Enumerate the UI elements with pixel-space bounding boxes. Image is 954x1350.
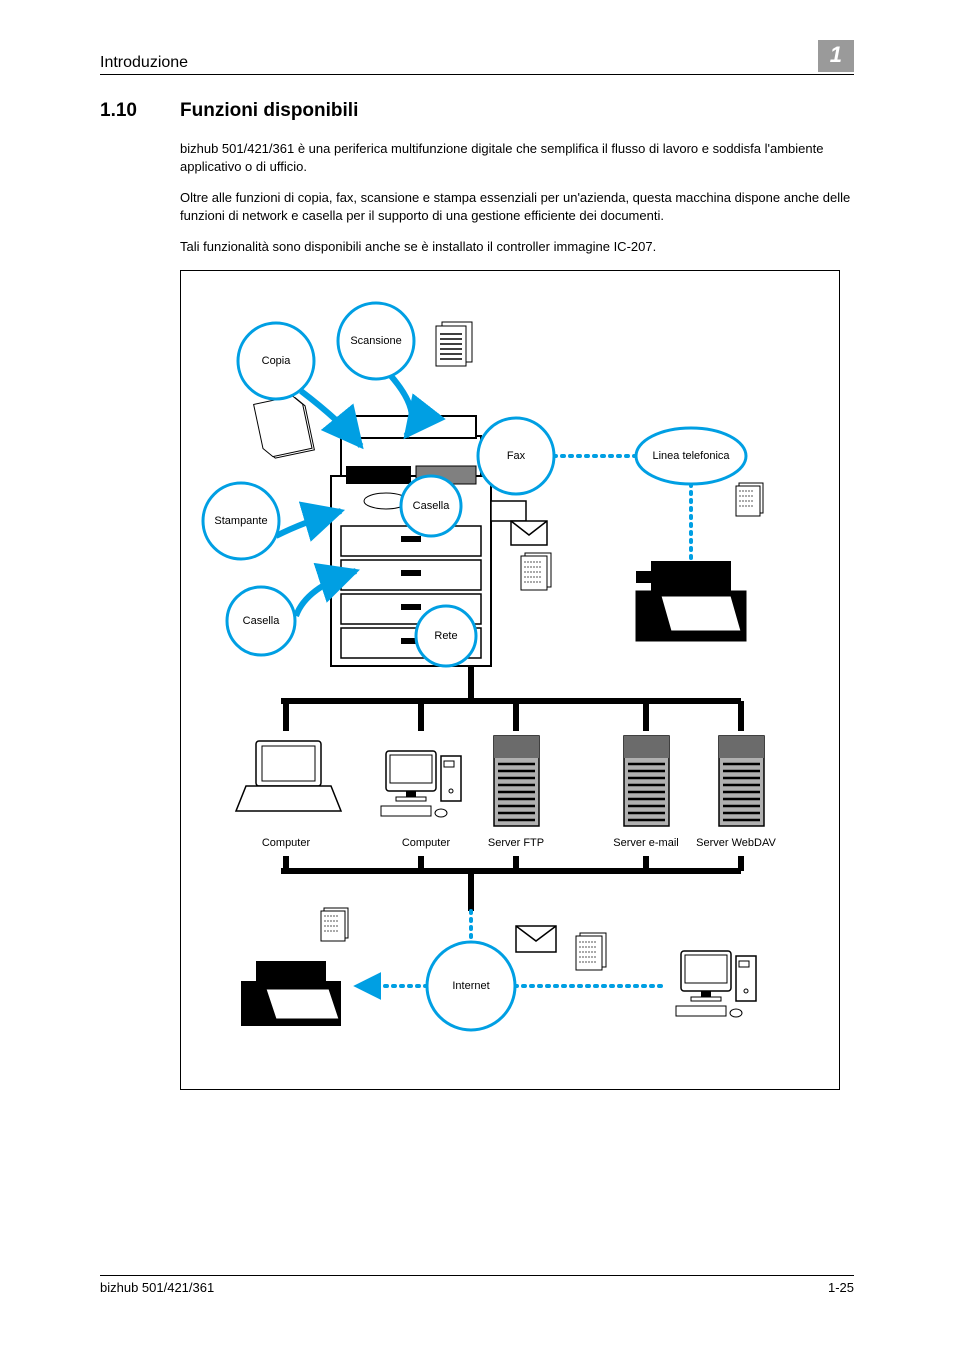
svg-text:Server WebDAV: Server WebDAV bbox=[696, 837, 776, 849]
svg-text:Stampante: Stampante bbox=[214, 515, 267, 527]
svg-text:Rete: Rete bbox=[434, 630, 457, 642]
svg-text:Copia: Copia bbox=[262, 355, 292, 367]
paragraph-1: bizhub 501/421/361 è una periferica mult… bbox=[180, 140, 854, 175]
svg-text:Server e-mail: Server e-mail bbox=[613, 837, 678, 849]
section-heading: 1.10 Funzioni disponibili bbox=[100, 100, 854, 122]
page-header: Introduzione 1 bbox=[100, 40, 854, 75]
running-head: Introduzione bbox=[100, 54, 188, 72]
paragraph-2: Oltre alle funzioni di copia, fax, scans… bbox=[180, 189, 854, 224]
svg-text:Computer: Computer bbox=[402, 837, 451, 849]
svg-text:Casella: Casella bbox=[243, 615, 281, 627]
paragraph-3: Tali funzionalità sono disponibili anche… bbox=[180, 238, 854, 256]
page-footer: bizhub 501/421/361 1-25 bbox=[100, 1275, 854, 1295]
svg-text:Server FTP: Server FTP bbox=[488, 837, 544, 849]
footer-right: 1-25 bbox=[828, 1280, 854, 1295]
svg-text:Casella: Casella bbox=[413, 500, 451, 512]
footer-left: bizhub 501/421/361 bbox=[100, 1280, 214, 1295]
section-number: 1.10 bbox=[100, 100, 150, 122]
functions-diagram: Computer Computer Server FTP Server e-mail S… bbox=[180, 270, 840, 1090]
svg-text:Scansione: Scansione bbox=[350, 335, 401, 347]
chapter-tab: 1 bbox=[818, 40, 854, 72]
svg-text:Linea telefonica: Linea telefonica bbox=[652, 450, 730, 462]
svg-text:Computer: Computer bbox=[262, 837, 311, 849]
svg-text:Fax: Fax bbox=[507, 450, 526, 462]
section-title: Funzioni disponibili bbox=[180, 100, 358, 122]
svg-text:Internet: Internet bbox=[452, 980, 489, 992]
